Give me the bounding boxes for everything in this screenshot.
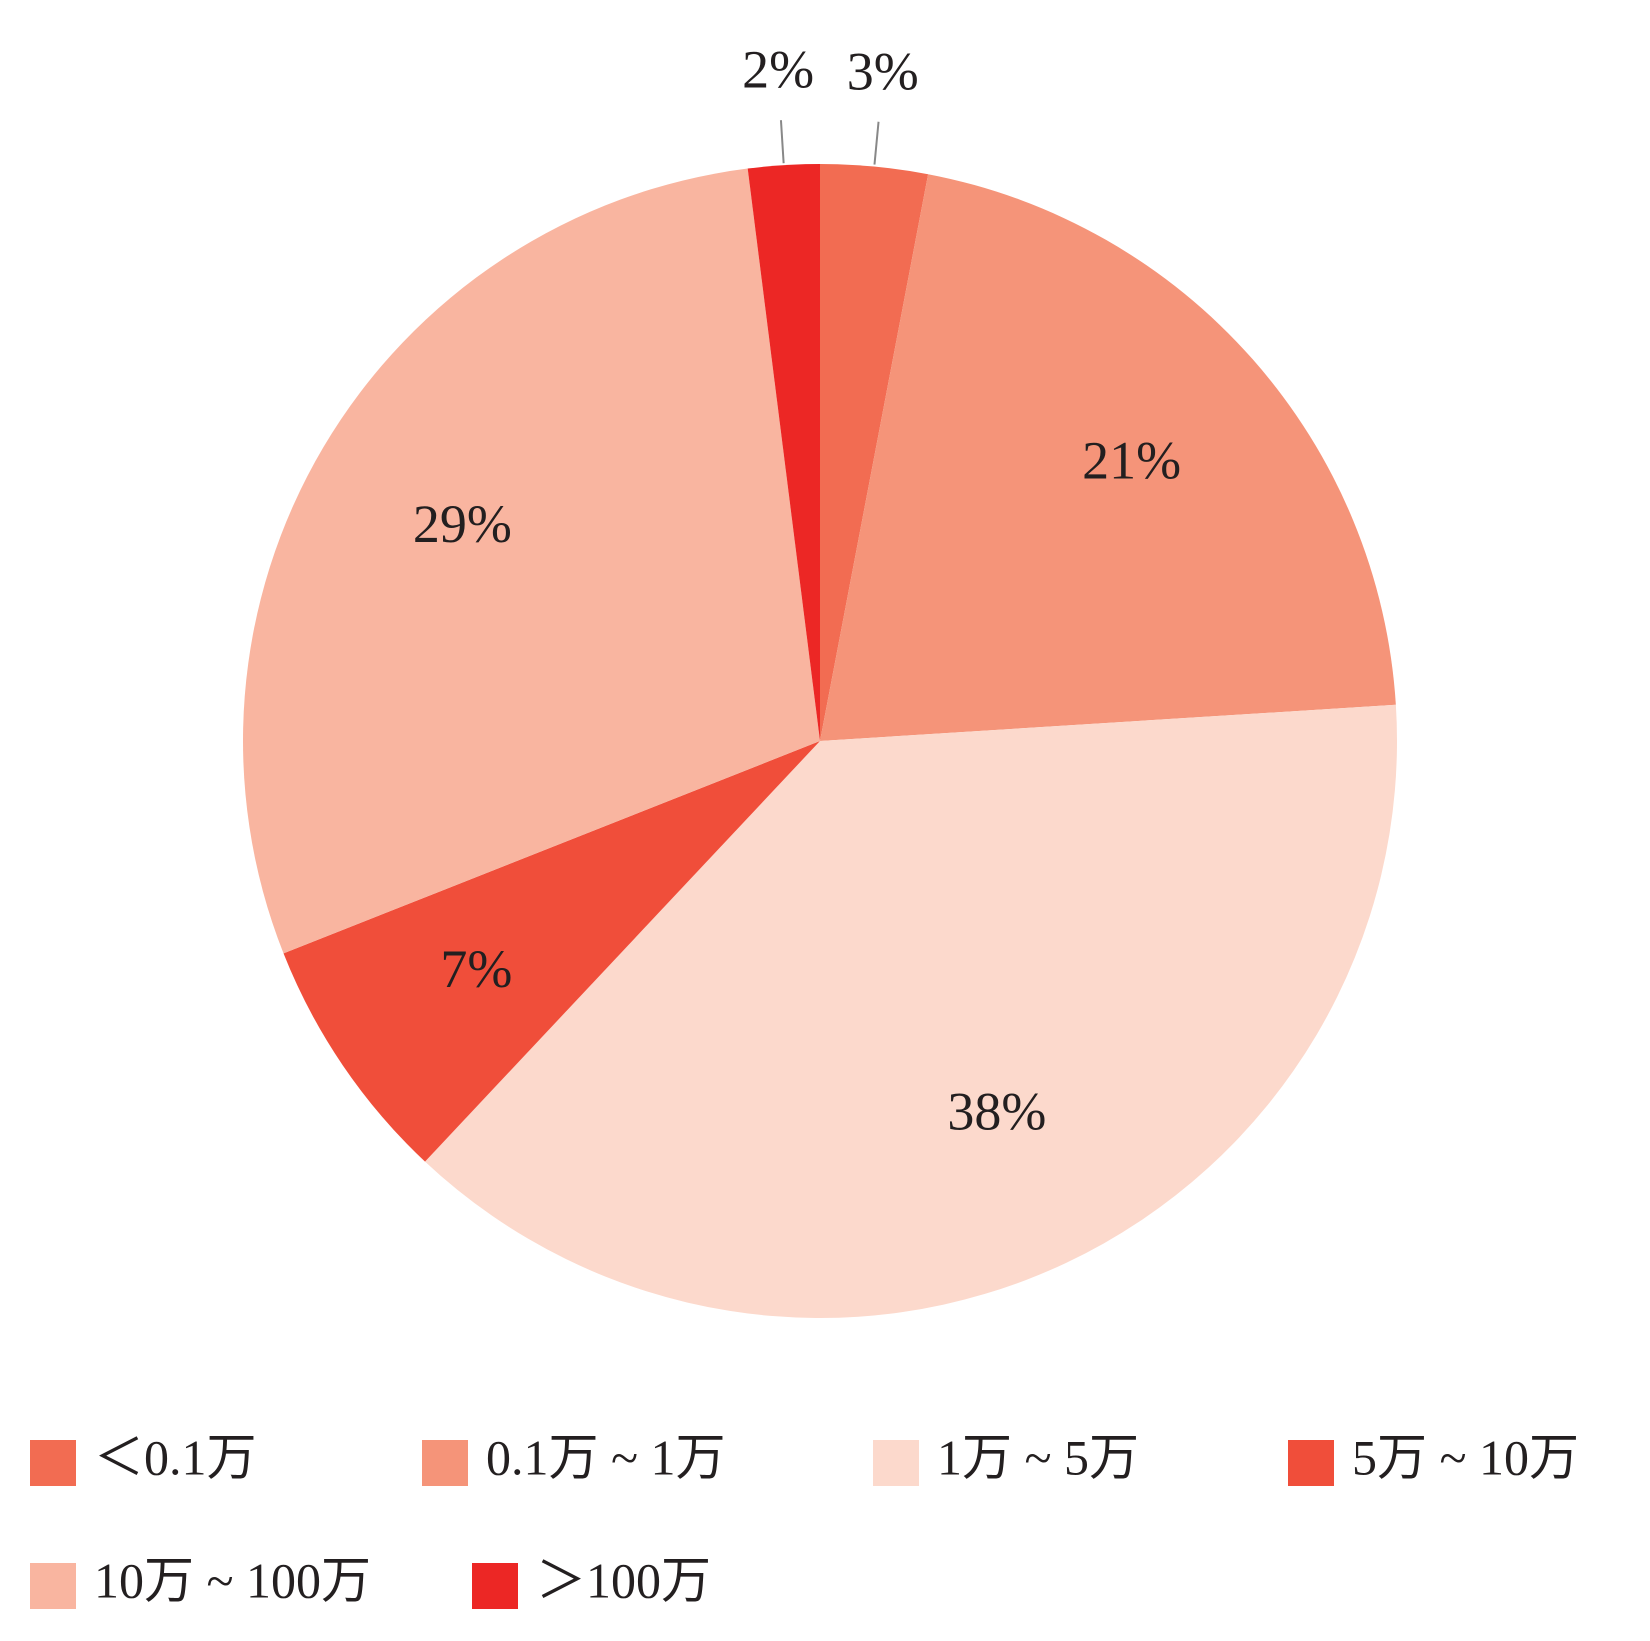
data-label: 7%	[440, 939, 512, 999]
leader-line	[779, 120, 785, 164]
legend-label: 0.1万 ~ 1万	[486, 1429, 726, 1485]
legend-label: 1万 ~ 5万	[937, 1429, 1139, 1485]
pie-slice	[283, 741, 820, 1162]
legend-swatch	[422, 1440, 468, 1486]
legend-label: 5万 ~ 10万	[1352, 1429, 1579, 1485]
legend-swatch	[873, 1440, 919, 1486]
legend-swatch	[1288, 1440, 1334, 1486]
pie-slice	[243, 168, 821, 954]
pie-slice	[820, 174, 1396, 741]
legend-label: ＞100万	[536, 1552, 711, 1608]
legend-swatch	[30, 1563, 76, 1609]
data-label: 29%	[413, 494, 512, 554]
legend-swatch	[30, 1440, 76, 1486]
leader-line	[873, 121, 880, 165]
data-label: 21%	[1082, 431, 1181, 491]
pie-slice	[425, 704, 1398, 1318]
legend-label: ＜0.1万	[94, 1429, 257, 1485]
legend-swatch	[472, 1563, 518, 1609]
data-label: 3%	[847, 41, 919, 101]
pie-slice	[747, 164, 820, 741]
data-label: 38%	[947, 1081, 1046, 1141]
legend-label: 10万 ~ 100万	[94, 1552, 371, 1608]
pie-slice	[820, 164, 929, 741]
data-label: 2%	[742, 40, 814, 100]
